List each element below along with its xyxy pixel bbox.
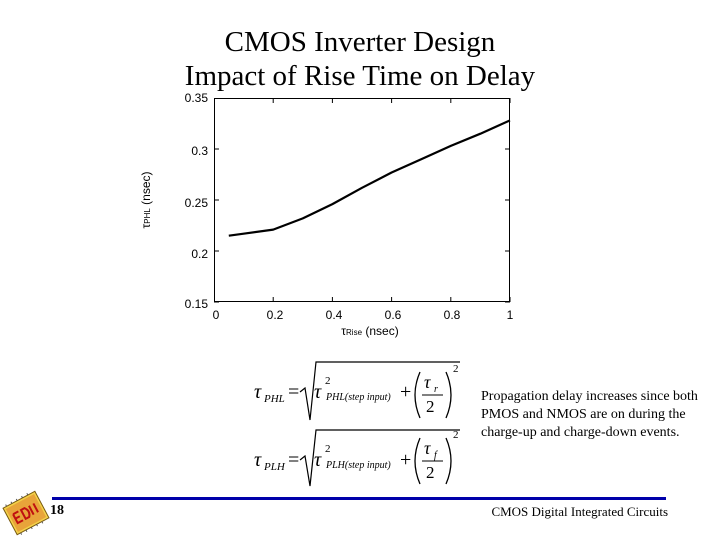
eq-tphl-inner: τ xyxy=(314,381,322,403)
eq-tphl-frac-den: 2 xyxy=(426,397,435,416)
eq-tphl-paren-right xyxy=(445,371,452,419)
x-axis-label-subscript: Rise xyxy=(346,328,363,337)
eq-tplh-inner: τ xyxy=(314,449,322,471)
eq-tplh-paren-left xyxy=(414,437,421,485)
eq-tphl-lhs: τ xyxy=(254,381,262,403)
x-tick-label: 0.4 xyxy=(325,308,343,322)
eq-tplh-inner-sq: 2 xyxy=(325,443,331,455)
y-axis-label-symbol: τ xyxy=(139,223,153,229)
eq-tphl-frac-num-sub: r xyxy=(434,384,438,395)
y-tick-label: 0.15 xyxy=(184,297,208,311)
eq-tplh-paren-right xyxy=(445,437,452,485)
x-axis-label-symbol: τ xyxy=(341,324,347,338)
x-tick-label: 0.8 xyxy=(443,308,461,322)
x-tick-label: 0.6 xyxy=(384,308,402,322)
slide-title-line-1: CMOS Inverter Design xyxy=(224,26,496,58)
series-line xyxy=(228,119,511,237)
slide-title-line-2: Impact of Rise Time on Delay xyxy=(184,60,536,92)
y-tick-label: 0.35 xyxy=(184,91,208,105)
eq-tplh-frac-num: τ xyxy=(424,438,431,458)
eq-tplh-lhs-sub: PLH xyxy=(263,461,286,473)
eq-tplh-equals: = xyxy=(288,449,299,471)
plot-frame xyxy=(214,98,510,302)
eq-tphl-equals: = xyxy=(288,381,299,403)
eq-tplh-outer-sq: 2 xyxy=(453,429,459,441)
eq-tphl-plus: + xyxy=(400,381,411,403)
x-axis-label-unit: (nsec) xyxy=(365,324,399,338)
eq-tphl-radical xyxy=(299,361,460,421)
eq-tphl-outer-sq: 2 xyxy=(453,363,459,375)
equation-tphl: τ PHL = τ PHL(step input) 2 + τ r 2 2 xyxy=(254,361,460,421)
line-chart xyxy=(214,98,511,303)
eq-tplh-frac-num-sub: f xyxy=(434,450,438,461)
eq-tphl-inner-sub: PHL(step input) xyxy=(325,392,391,403)
eq-tplh-inner-sub: PLH(step input) xyxy=(325,460,391,471)
x-tick-label: 0.2 xyxy=(266,308,284,322)
equation-tplh: τ PLH = τ PLH(step input) 2 + τ f 2 2 xyxy=(254,429,460,487)
y-tick-label: 0.25 xyxy=(184,196,208,210)
y-tick-label: 0.3 xyxy=(191,144,208,158)
eq-tplh-radical xyxy=(299,429,460,487)
footer-text: CMOS Digital Integrated Circuits xyxy=(491,504,668,519)
y-tick-label: 0.2 xyxy=(191,247,208,261)
x-axis-label: τRise (nsec) xyxy=(300,324,440,338)
explanation-note: Propagation delay increases since both P… xyxy=(481,389,698,440)
eq-tphl-lhs-sub: PHL xyxy=(263,393,285,405)
eq-tplh-lhs: τ xyxy=(254,449,262,471)
page-number: 18 xyxy=(50,503,64,518)
eq-tplh-frac-den: 2 xyxy=(426,463,435,482)
x-tick-label: 1 xyxy=(506,308,514,322)
eq-tphl-paren-left xyxy=(414,371,421,419)
footer-divider xyxy=(52,497,666,500)
series-layer xyxy=(228,119,511,237)
eq-tphl-inner-sq: 2 xyxy=(325,375,331,387)
eq-tphl-frac-num: τ xyxy=(424,372,431,392)
y-axis-label-unit: (nsec) xyxy=(139,171,153,205)
chip-logo xyxy=(2,490,50,536)
y-axis-label-subscript: PHL xyxy=(143,208,152,224)
x-tick-label: 0 xyxy=(212,308,220,322)
eq-tplh-plus: + xyxy=(400,449,411,471)
y-axis-label: τPHL (nsec) xyxy=(139,172,153,229)
tick-marks xyxy=(214,98,511,303)
